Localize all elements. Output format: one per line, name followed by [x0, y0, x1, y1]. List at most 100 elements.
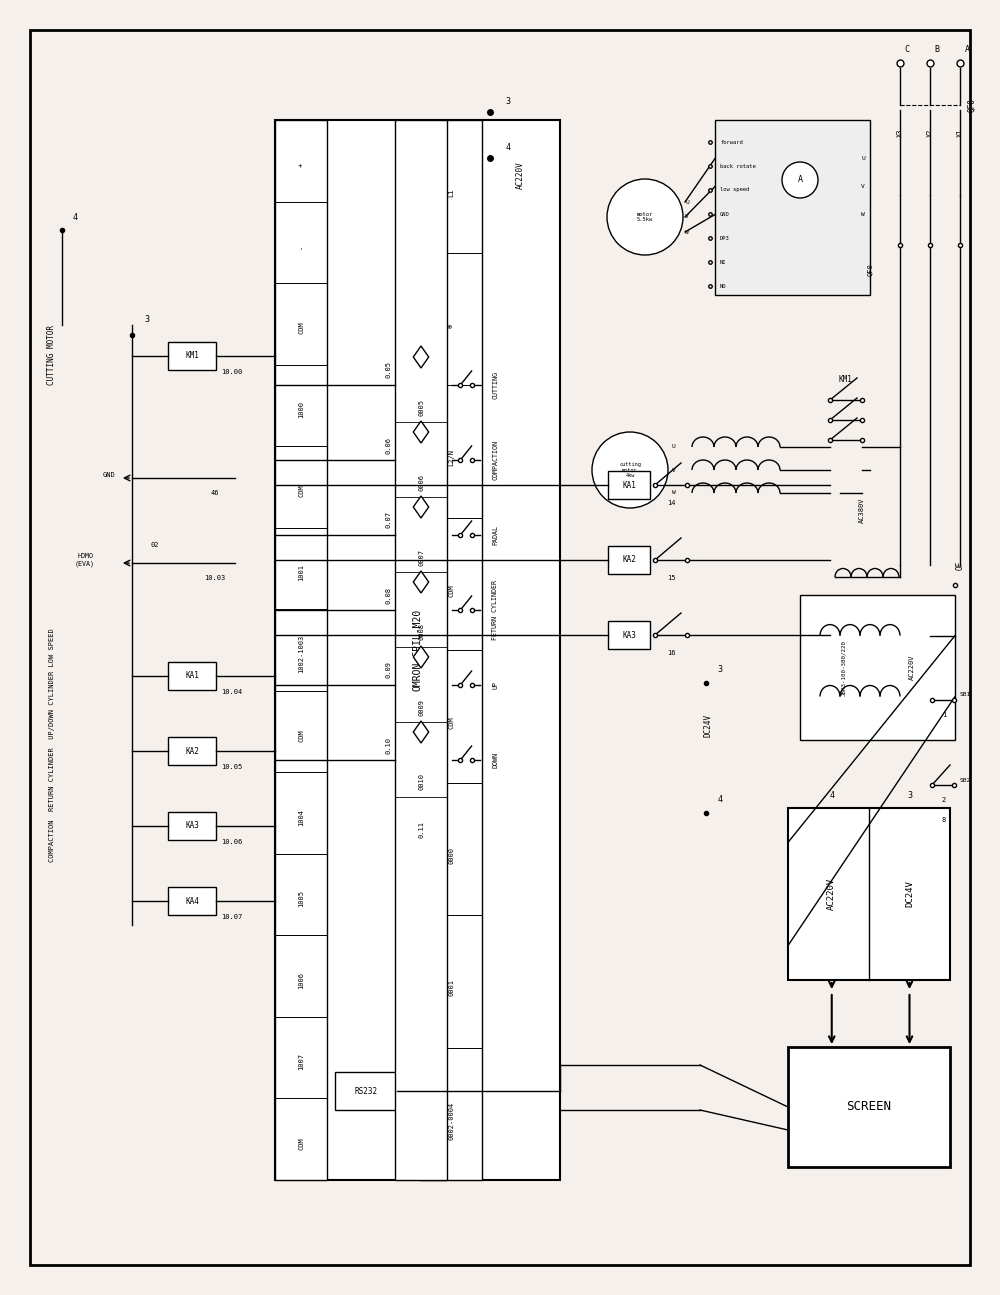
Bar: [608, 546, 650, 574]
Text: 3: 3: [506, 97, 511, 106]
Circle shape: [607, 179, 683, 255]
Text: W: W: [685, 229, 689, 234]
Bar: [608, 471, 650, 499]
Text: U: U: [861, 155, 865, 161]
Text: cutting
motor
4kw: cutting motor 4kw: [619, 462, 641, 478]
Text: AC220V: AC220V: [827, 878, 836, 910]
Text: 2: 2: [942, 796, 946, 803]
Text: COM: COM: [448, 716, 454, 729]
Text: 4: 4: [506, 144, 511, 153]
Text: CUTTING: CUTTING: [492, 370, 498, 399]
Bar: [168, 342, 216, 370]
Text: GND: GND: [102, 471, 115, 478]
Text: 0.05: 0.05: [385, 361, 391, 378]
Text: KA1: KA1: [185, 672, 199, 680]
Text: W: W: [861, 212, 865, 218]
Text: +: +: [298, 163, 304, 167]
Text: 3: 3: [718, 666, 722, 675]
Text: COM: COM: [298, 321, 304, 334]
Text: DOWN: DOWN: [492, 752, 498, 768]
Text: NO: NO: [720, 284, 726, 289]
Polygon shape: [413, 496, 429, 518]
Bar: [608, 622, 650, 649]
Text: SB1: SB1: [960, 693, 971, 698]
Text: U: U: [685, 199, 689, 205]
Text: 16: 16: [667, 650, 675, 657]
Text: 4: 4: [829, 791, 834, 800]
Text: KM1: KM1: [185, 351, 199, 360]
Text: 0008: 0008: [418, 623, 424, 641]
Bar: [275, 120, 560, 1180]
Text: X3: X3: [897, 128, 903, 137]
Text: 14: 14: [667, 500, 675, 506]
Text: KA2: KA2: [185, 746, 199, 755]
Text: 3: 3: [907, 791, 912, 800]
Text: 0007: 0007: [418, 549, 424, 566]
Text: 0001: 0001: [448, 979, 454, 996]
Text: back rotate: back rotate: [720, 163, 756, 168]
Text: HOMO
(EVA): HOMO (EVA): [75, 553, 95, 567]
Text: A: A: [798, 176, 802, 184]
Text: 10.05: 10.05: [221, 764, 242, 771]
Bar: [168, 812, 216, 840]
Text: FETURN CYLINDER: FETURN CYLINDER: [492, 580, 498, 640]
Text: 0.11: 0.11: [418, 821, 424, 838]
Text: 0.06: 0.06: [385, 436, 391, 453]
Text: 1006: 1006: [298, 971, 304, 988]
Text: V: V: [672, 467, 676, 473]
Text: COM: COM: [298, 484, 304, 497]
Text: AC220V: AC220V: [909, 655, 915, 680]
Text: X2: X2: [927, 128, 933, 137]
Bar: [395, 120, 447, 1180]
Polygon shape: [413, 346, 429, 368]
Text: 10.04: 10.04: [221, 689, 242, 695]
Bar: [275, 120, 327, 1180]
Text: KA1: KA1: [622, 480, 636, 490]
Text: 0002-0004: 0002-0004: [448, 1101, 454, 1140]
Circle shape: [592, 433, 668, 508]
Polygon shape: [413, 571, 429, 593]
Text: 0.07: 0.07: [385, 512, 391, 528]
Text: 0.08: 0.08: [385, 587, 391, 603]
Text: SB2: SB2: [960, 777, 971, 782]
Text: KA4: KA4: [185, 896, 199, 905]
Text: DC24V: DC24V: [905, 881, 914, 908]
Text: QF0: QF0: [968, 98, 977, 111]
Text: SIFANG: SIFANG: [526, 745, 694, 866]
Text: W: W: [672, 491, 676, 496]
Text: 1001: 1001: [298, 565, 304, 581]
Text: OF: OF: [956, 561, 964, 570]
Text: 1007: 1007: [298, 1053, 304, 1070]
Text: -: -: [298, 245, 304, 249]
Text: V: V: [685, 215, 689, 219]
Text: 0009: 0009: [418, 698, 424, 716]
Text: 0006: 0006: [418, 474, 424, 491]
Text: 46: 46: [211, 490, 219, 496]
Text: ⊕: ⊕: [448, 324, 454, 328]
Text: V: V: [861, 184, 865, 189]
Text: COM: COM: [448, 584, 454, 597]
Text: NI: NI: [720, 259, 726, 264]
Text: 10.00: 10.00: [221, 369, 242, 376]
Bar: [168, 737, 216, 765]
Text: forward: forward: [720, 140, 743, 145]
Text: 15: 15: [667, 575, 675, 581]
Bar: [788, 1046, 950, 1167]
Text: B: B: [935, 45, 940, 54]
Bar: [168, 887, 216, 916]
Text: 3: 3: [144, 316, 150, 325]
Text: COMPACTION  RETURN CYLINDER  UP/DOWN CYLINDER LOW SPEED: COMPACTION RETURN CYLINDER UP/DOWN CYLIN…: [49, 628, 55, 862]
Text: 0000: 0000: [448, 847, 454, 864]
Text: 1002-1003: 1002-1003: [298, 635, 304, 673]
Text: COM: COM: [298, 729, 304, 742]
Bar: [335, 1072, 397, 1110]
Bar: [800, 594, 955, 739]
Text: SIFANG: SIFANG: [346, 565, 514, 686]
Text: UP: UP: [492, 681, 498, 689]
Text: A: A: [964, 45, 970, 54]
Bar: [420, 120, 482, 1180]
Text: AC380V: AC380V: [859, 497, 865, 523]
Text: PADAL: PADAL: [492, 524, 498, 545]
Bar: [168, 662, 216, 690]
Text: 1: 1: [942, 712, 946, 717]
